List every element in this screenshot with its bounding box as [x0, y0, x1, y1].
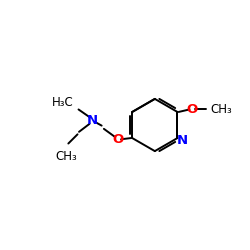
Text: N: N — [176, 134, 188, 146]
Text: N: N — [86, 114, 98, 127]
Text: CH₃: CH₃ — [210, 103, 232, 116]
Text: O: O — [186, 103, 198, 116]
Text: CH₃: CH₃ — [55, 150, 77, 163]
Text: H₃C: H₃C — [52, 96, 73, 109]
Text: O: O — [112, 133, 124, 146]
